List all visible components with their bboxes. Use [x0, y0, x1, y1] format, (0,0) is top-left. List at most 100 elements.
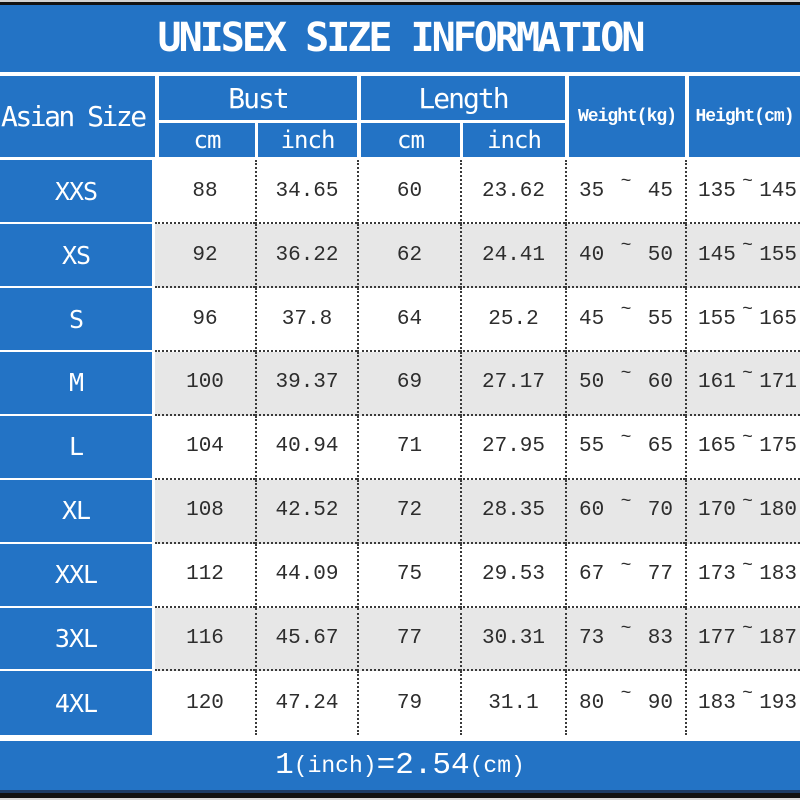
tilde-separator: ~ — [620, 684, 632, 705]
length-cm-cell: 60 — [357, 160, 460, 225]
weight-range-cell: 50 ~60 — [565, 352, 685, 416]
tilde-separator: ~ — [742, 427, 753, 448]
range-max: 77 — [647, 563, 673, 587]
tilde-separator: ~ — [620, 300, 632, 321]
size-label-cell: XL — [0, 479, 155, 544]
height-range-cell: 170 ~180 — [685, 479, 800, 544]
length-inch-cell: 31.1 — [460, 671, 565, 736]
tilde-separator: ~ — [742, 619, 753, 640]
table-row: S 96 37.8 64 25.2 45 ~55 155 ~165 — [0, 288, 800, 353]
length-inch-cell: 29.53 — [460, 543, 565, 608]
range-min: 173 — [698, 563, 736, 587]
tilde-separator: ~ — [620, 491, 632, 512]
header-length-inch: inch — [460, 120, 565, 158]
header-weight: Weight(kg) — [565, 76, 685, 158]
length-cm-cell: 72 — [357, 479, 460, 544]
footer-equals: = — [376, 748, 396, 784]
length-cm-cell: 71 — [357, 415, 460, 480]
top-border-bar — [0, 0, 800, 5]
tilde-separator: ~ — [742, 491, 753, 512]
header-length-cm: cm — [357, 120, 460, 158]
height-range-cell: 155 ~165 — [685, 288, 800, 353]
header-asian-size: Asian Size — [0, 76, 155, 158]
tilde-separator: ~ — [620, 363, 632, 384]
weight-range-cell: 55 ~65 — [565, 415, 685, 480]
table-body: XXS 88 34.65 60 23.62 35 ~45 135 ~145 XS 92 36.22 62… — [0, 160, 800, 736]
range-min: 50 — [579, 371, 605, 395]
range-max: 171 — [759, 371, 797, 395]
range-min: 73 — [579, 626, 605, 650]
range-max: 60 — [647, 371, 673, 395]
header-bust-inch: inch — [255, 120, 357, 158]
footer-number: 2.54 — [395, 748, 470, 784]
length-cm-cell: 64 — [357, 288, 460, 353]
weight-range-cell: 35 ~45 — [565, 160, 685, 225]
size-label-cell: 4XL — [0, 671, 155, 736]
divider — [0, 71, 800, 77]
bust-inch-cell: 39.37 — [255, 352, 357, 416]
table-row: XXS 88 34.65 60 23.62 35 ~45 135 ~145 — [0, 160, 800, 225]
weight-range-cell: 40 ~50 — [565, 224, 685, 289]
length-cm-cell: 75 — [357, 543, 460, 608]
tilde-separator: ~ — [620, 555, 632, 576]
range-min: 40 — [579, 243, 605, 267]
bust-cm-cell: 116 — [155, 607, 255, 672]
bust-inch-cell: 40.94 — [255, 415, 357, 480]
header-height: Height(cm) — [685, 76, 800, 158]
size-label-cell: XXS — [0, 160, 155, 225]
bottom-edge-line — [0, 798, 800, 800]
length-inch-cell: 27.95 — [460, 415, 565, 480]
length-inch-cell: 28.35 — [460, 479, 565, 544]
range-min: 183 — [698, 691, 736, 715]
footer-number: 1 — [275, 748, 294, 784]
table-row: XXL 112 44.09 75 29.53 67 ~77 173 ~183 — [0, 543, 800, 608]
bust-inch-cell: 42.52 — [255, 479, 357, 544]
length-inch-cell: 30.31 — [460, 607, 565, 672]
range-max: 180 — [759, 499, 797, 523]
tilde-separator: ~ — [620, 236, 632, 257]
bust-cm-cell: 120 — [155, 671, 255, 736]
table-row: M 100 39.37 69 27.17 50 ~60 161 ~171 — [0, 352, 800, 416]
table-row: 3XL 116 45.67 77 30.31 73 ~83 177 ~187 — [0, 607, 800, 672]
range-min: 165 — [698, 435, 736, 459]
tilde-separator: ~ — [742, 684, 753, 705]
tilde-separator: ~ — [742, 363, 753, 384]
size-label-cell: L — [0, 415, 155, 480]
bust-cm-cell: 88 — [155, 160, 255, 225]
range-min: 55 — [579, 435, 605, 459]
page-title: UNISEX SIZE INFORMATION — [157, 15, 646, 62]
tilde-separator: ~ — [620, 619, 632, 640]
footer-unit: (cm) — [469, 752, 525, 779]
bust-inch-cell: 47.24 — [255, 671, 357, 736]
footer-unit: (inch) — [293, 752, 377, 779]
height-range-cell: 165 ~175 — [685, 415, 800, 480]
weight-range-cell: 60 ~70 — [565, 479, 685, 544]
range-min: 80 — [579, 691, 605, 715]
range-max: 155 — [759, 243, 797, 267]
table-row: XS 92 36.22 62 24.41 40 ~50 145 ~155 — [0, 224, 800, 289]
bust-cm-cell: 104 — [155, 415, 255, 480]
height-range-cell: 183 ~193 — [685, 671, 800, 736]
range-max: 175 — [759, 435, 797, 459]
bottom-border-bar — [0, 793, 800, 799]
bust-inch-cell: 44.09 — [255, 543, 357, 608]
tilde-separator: ~ — [742, 236, 753, 257]
weight-range-cell: 67 ~77 — [565, 543, 685, 608]
range-max: 83 — [647, 626, 673, 650]
height-range-cell: 161 ~171 — [685, 352, 800, 416]
divider — [0, 735, 800, 742]
height-range-cell: 177 ~187 — [685, 607, 800, 672]
range-max: 193 — [759, 691, 797, 715]
range-min: 67 — [579, 563, 605, 587]
range-max: 65 — [647, 435, 673, 459]
bust-cm-cell: 100 — [155, 352, 255, 416]
bust-cm-cell: 112 — [155, 543, 255, 608]
height-range-cell: 173 ~183 — [685, 543, 800, 608]
bust-inch-cell: 34.65 — [255, 160, 357, 225]
table-row: XL 108 42.52 72 28.35 60 ~70 170 ~180 — [0, 479, 800, 544]
range-min: 170 — [698, 499, 736, 523]
length-cm-cell: 62 — [357, 224, 460, 289]
size-label-cell: XXL — [0, 543, 155, 608]
tilde-separator: ~ — [620, 172, 632, 193]
